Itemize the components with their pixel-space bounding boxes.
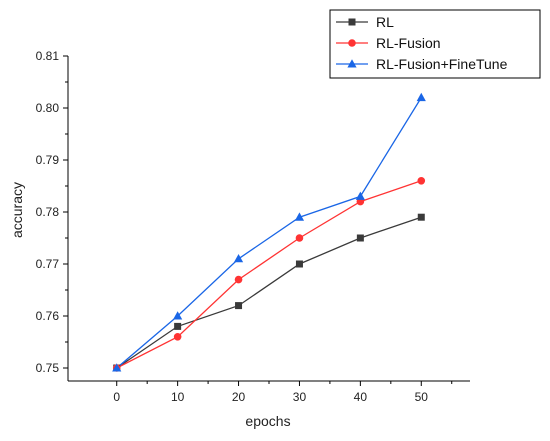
- x-tick-label: 30: [293, 390, 307, 404]
- y-tick-label: 0.81: [36, 49, 60, 63]
- y-tick-label: 0.80: [36, 101, 60, 115]
- data-point-rl-fusion-finetune: [173, 311, 183, 320]
- x-tick-label: 20: [232, 390, 246, 404]
- data-point-rl-fusion-finetune: [294, 212, 305, 221]
- legend-label-rl-fusion: RL-Fusion: [376, 35, 441, 51]
- data-point-rl: [356, 234, 364, 242]
- y-tick-label: 0.79: [36, 153, 60, 167]
- y-tick-label: 0.78: [36, 205, 60, 219]
- legend-marker-rl: [348, 18, 356, 26]
- y-tick-label: 0.77: [36, 257, 60, 271]
- data-point-rl-fusion-finetune: [355, 191, 365, 200]
- data-point-rl: [295, 260, 303, 268]
- axes: 0 10 20 30 40 50 0.75 0.76 0.77 0.78 0.79 0.80 0.81: [36, 49, 470, 404]
- legend-label-rl-fusion-finetune: RL-Fusion+FineTune: [376, 56, 508, 72]
- y-tick-label: 0.75: [36, 361, 60, 375]
- data-point-rl-fusion: [295, 234, 304, 242]
- x-tick-label: 10: [171, 390, 185, 404]
- series-line-rl: [116, 216, 422, 369]
- legend-marker-rl-fusion: [348, 39, 356, 47]
- series-line-rl-fusion-finetune: [116, 97, 422, 369]
- legend: RL RL-Fusion RL-Fusion+FineTune: [329, 9, 541, 79]
- legend-label-rl: RL: [376, 14, 394, 30]
- series-lines: [116, 97, 422, 369]
- y-axis-title: accuracy: [9, 182, 25, 238]
- data-point-rl-fusion-finetune: [233, 254, 244, 263]
- x-tick-label: 40: [354, 390, 368, 404]
- data-point-rl: [235, 302, 243, 310]
- legend-box: [329, 9, 541, 79]
- y-tick-label: 0.76: [36, 309, 60, 323]
- data-point-rl-fusion-finetune: [416, 92, 426, 102]
- data-point-rl-fusion-finetune: [112, 363, 122, 372]
- data-point-rl-fusion: [234, 275, 243, 284]
- x-tick-label: 0: [113, 390, 120, 404]
- data-point-rl-fusion: [417, 177, 426, 185]
- data-point-rl: [417, 213, 425, 221]
- x-axis-title: epochs: [245, 413, 290, 429]
- series-markers: [112, 92, 426, 372]
- series-line-rl-fusion: [116, 180, 422, 369]
- legend-marker-rl-fusion-finetune: [347, 59, 357, 68]
- data-point-rl-fusion: [173, 333, 182, 341]
- x-tick-label: 50: [415, 390, 429, 404]
- data-point-rl: [174, 322, 182, 330]
